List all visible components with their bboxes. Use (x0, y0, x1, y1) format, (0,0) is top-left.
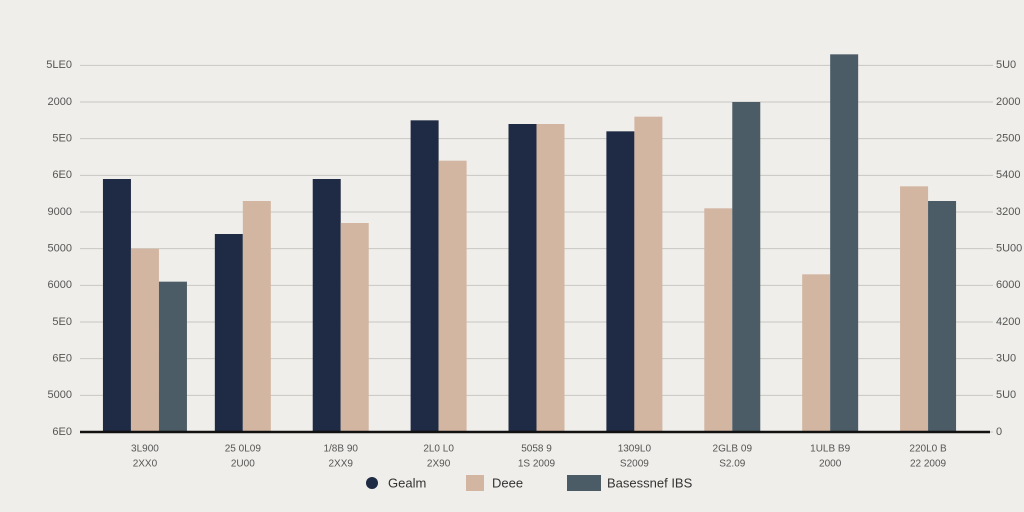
bar (438, 160, 467, 432)
y-tick-label: 5000 (48, 243, 72, 255)
x-tick-sublabel: 2XX0 (133, 459, 158, 470)
legend-label: Deee (492, 475, 523, 490)
legend-swatch (567, 475, 601, 491)
y2-tick-label: 2000 (996, 96, 1020, 108)
x-tick-sublabel: S2.09 (719, 459, 746, 470)
y2-tick-label: 3U0 (996, 353, 1016, 365)
bar (158, 281, 187, 432)
y-tick-label: 6E0 (52, 353, 72, 365)
y2-tick-label: 5U0 (996, 59, 1016, 71)
x-tick-label: 2GLB 09 (713, 444, 753, 455)
bar (340, 223, 369, 432)
bar (802, 274, 831, 432)
bar (634, 116, 663, 433)
bar (242, 201, 271, 432)
y2-tick-label: 2500 (996, 133, 1020, 145)
bar (312, 179, 341, 432)
x-tick-sublabel: 1S 2009 (518, 459, 556, 470)
y-tick-label: 6E0 (52, 169, 72, 181)
x-tick-sublabel: S2009 (620, 459, 649, 470)
bar (732, 102, 761, 432)
x-tick-sublabel: 2XX9 (328, 459, 353, 470)
y2-tick-label: 5U00 (996, 243, 1022, 255)
bar (928, 201, 957, 432)
y-tick-label: 6000 (48, 279, 72, 291)
y2-tick-label: 3200 (996, 206, 1020, 218)
bar (130, 248, 159, 432)
y2-tick-label: 4200 (996, 316, 1020, 328)
y-tick-label: 6E0 (52, 426, 72, 438)
bar (606, 131, 635, 433)
bar (214, 234, 243, 432)
y-tick-label: 2000 (48, 96, 72, 108)
y2-tick-label: 5U0 (996, 389, 1016, 401)
bar (102, 179, 131, 432)
x-tick-label: 25 0L09 (225, 444, 262, 455)
bar (900, 186, 929, 432)
y-tick-label: 5E0 (52, 316, 72, 328)
x-tick-label: 1309L0 (618, 444, 652, 455)
x-tick-label: 5058 9 (521, 444, 552, 455)
y2-tick-label: 6000 (996, 279, 1020, 291)
x-tick-sublabel: 2U00 (231, 459, 255, 470)
x-tick-sublabel: 2X90 (427, 459, 451, 470)
bar (830, 54, 859, 432)
x-tick-label: 1ULB B9 (810, 444, 850, 455)
y-tick-label: 5000 (48, 389, 72, 401)
bar (410, 120, 439, 432)
y-tick-label: 9000 (48, 206, 72, 218)
legend-label: Gealm (388, 475, 426, 490)
x-tick-label: 1/8B 90 (323, 444, 358, 455)
y2-tick-label: 0 (996, 426, 1002, 438)
x-tick-label: 2L0 L0 (423, 444, 454, 455)
y-tick-label: 5E0 (52, 133, 72, 145)
x-tick-label: 220L0 B (909, 444, 947, 455)
y2-tick-label: 5400 (996, 169, 1020, 181)
legend-swatch (466, 475, 484, 491)
legend-label: Basessnef IBS (607, 475, 693, 490)
legend-swatch (366, 477, 378, 489)
bar (536, 124, 565, 432)
bar (508, 124, 537, 432)
x-tick-sublabel: 2000 (819, 459, 842, 470)
bar (704, 208, 733, 432)
x-tick-label: 3L900 (131, 444, 159, 455)
y-tick-label: 5LE0 (46, 59, 72, 71)
x-tick-sublabel: 22 2009 (910, 459, 947, 470)
